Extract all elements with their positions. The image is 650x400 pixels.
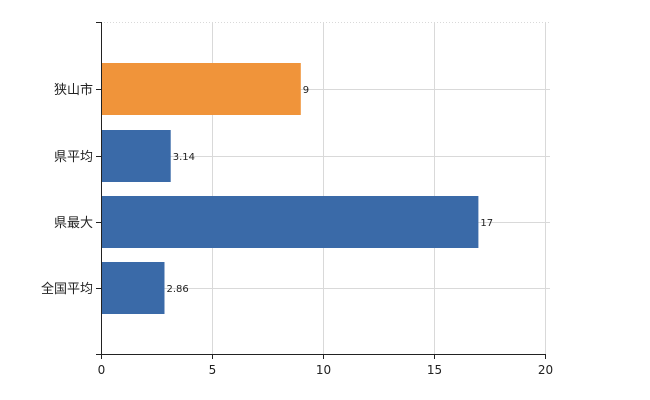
bars	[101, 63, 479, 314]
bar-1	[101, 130, 171, 182]
x-tick-label-4: 20	[538, 363, 553, 377]
bar-2	[101, 196, 479, 248]
category-label-0: 狭山市	[54, 82, 93, 98]
bar-3	[101, 262, 165, 314]
x-tick-label-2: 10	[316, 363, 331, 377]
bar-0	[101, 63, 301, 115]
data-label-1: 3.14	[173, 152, 195, 163]
data-label-3: 2.86	[166, 284, 188, 295]
category-label-1: 県平均	[54, 150, 93, 165]
data-label-0: 9	[303, 85, 309, 96]
x-tick-label-1: 5	[209, 363, 217, 377]
x-tick-label-0: 0	[98, 363, 106, 377]
category-label-2: 県最大	[54, 216, 93, 231]
data-label-2: 17	[480, 218, 493, 229]
x-tick-labels: 0 5 10 15 20	[98, 363, 553, 377]
axes	[96, 22, 546, 359]
x-tick-label-3: 15	[427, 363, 442, 377]
category-label-3: 全国平均	[41, 281, 93, 297]
data-labels: 9 3.14 17 2.86	[166, 85, 493, 295]
